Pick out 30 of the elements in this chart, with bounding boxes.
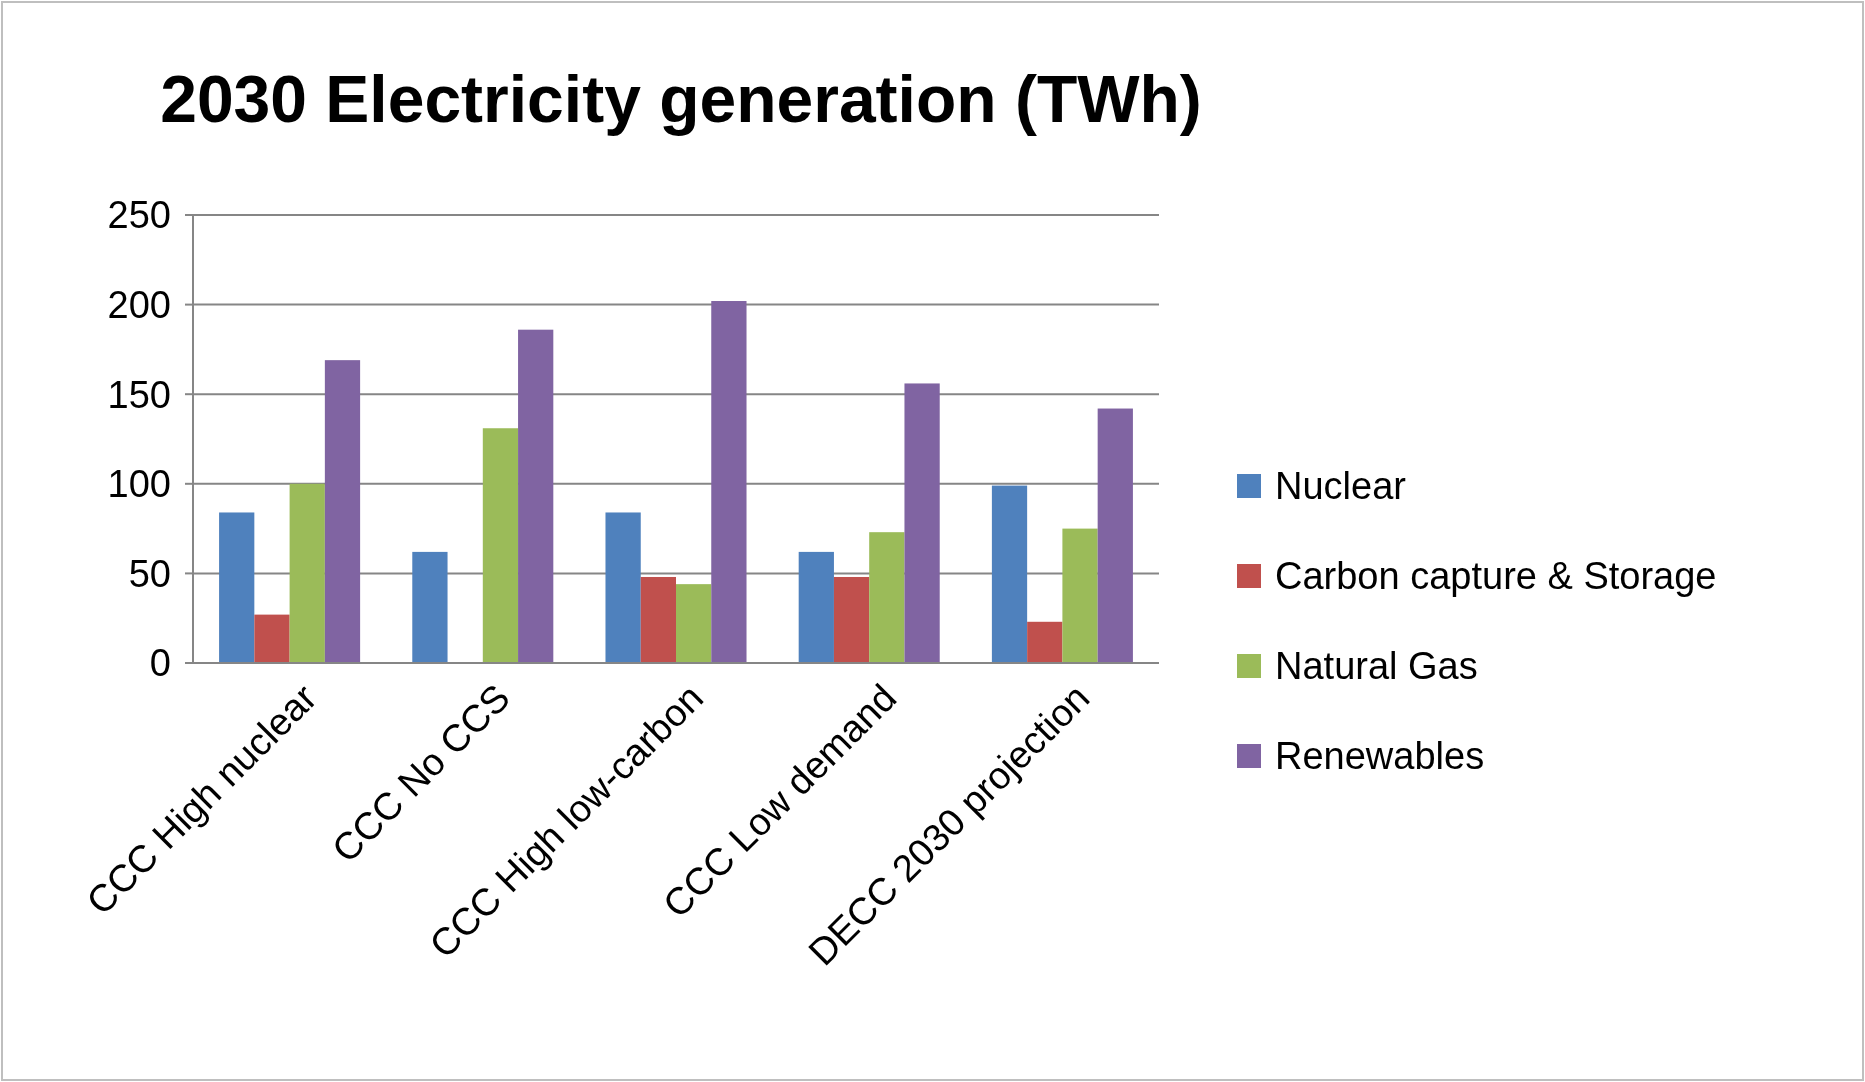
bar <box>254 614 290 663</box>
y-tick-label: 50 <box>128 552 171 595</box>
legend-label: Natural Gas <box>1275 645 1478 688</box>
bar <box>711 301 747 663</box>
bar <box>904 383 940 663</box>
bar <box>482 428 519 663</box>
chart-title: 2030 Electricity generation (TWh) <box>160 62 1202 136</box>
bar <box>605 512 641 663</box>
y-tick-label: 150 <box>107 373 171 416</box>
bar <box>1027 621 1063 663</box>
bar <box>219 512 255 663</box>
bar <box>518 329 554 663</box>
bar <box>412 551 448 663</box>
y-tick-label: 100 <box>107 463 171 506</box>
bar <box>289 483 325 663</box>
bar <box>798 551 834 663</box>
bar <box>1097 408 1133 663</box>
legend-label: Renewables <box>1275 735 1485 778</box>
bar <box>676 584 712 663</box>
y-tick-label: 250 <box>107 194 171 237</box>
bar <box>991 485 1028 663</box>
legend-label: Carbon capture & Storage <box>1275 555 1717 598</box>
bar <box>640 576 676 663</box>
bar <box>324 360 361 663</box>
y-tick-label: 200 <box>107 283 171 326</box>
bar <box>833 576 870 663</box>
bar <box>1062 528 1098 663</box>
y-tick-label: 0 <box>149 642 171 685</box>
bar <box>869 532 905 663</box>
legend-label: Nuclear <box>1275 465 1407 508</box>
